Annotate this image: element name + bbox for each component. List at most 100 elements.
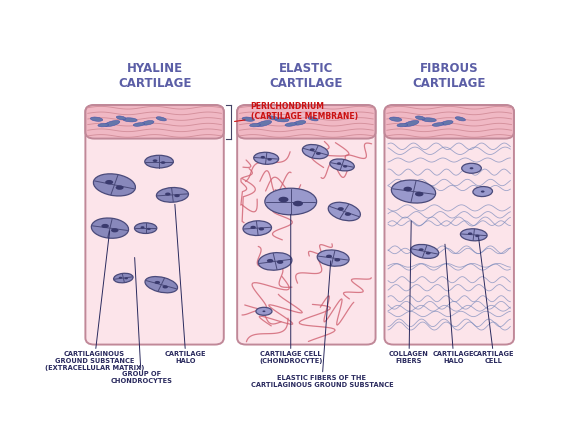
Ellipse shape xyxy=(145,155,173,168)
Ellipse shape xyxy=(258,253,292,270)
Ellipse shape xyxy=(243,221,271,235)
Text: COLLAGEN
FIBERS: COLLAGEN FIBERS xyxy=(389,221,429,364)
Ellipse shape xyxy=(145,276,177,293)
Ellipse shape xyxy=(90,117,103,121)
Ellipse shape xyxy=(475,235,480,237)
Ellipse shape xyxy=(124,277,128,280)
Ellipse shape xyxy=(260,156,265,159)
FancyBboxPatch shape xyxy=(85,105,224,345)
Ellipse shape xyxy=(481,191,484,193)
Ellipse shape xyxy=(161,161,165,164)
Ellipse shape xyxy=(249,124,260,127)
Ellipse shape xyxy=(116,116,126,120)
Ellipse shape xyxy=(462,163,482,173)
Ellipse shape xyxy=(175,194,180,197)
Ellipse shape xyxy=(293,201,303,206)
Ellipse shape xyxy=(403,187,412,191)
Ellipse shape xyxy=(455,117,465,121)
Ellipse shape xyxy=(157,187,188,202)
Ellipse shape xyxy=(310,148,314,151)
Ellipse shape xyxy=(345,213,351,216)
Ellipse shape xyxy=(259,227,264,231)
Ellipse shape xyxy=(338,207,344,211)
Ellipse shape xyxy=(98,124,109,127)
Ellipse shape xyxy=(263,311,266,312)
Ellipse shape xyxy=(268,116,278,120)
Ellipse shape xyxy=(265,188,317,215)
Ellipse shape xyxy=(397,124,408,127)
Ellipse shape xyxy=(135,223,157,233)
Text: CARTILAGE
HALO: CARTILAGE HALO xyxy=(433,244,475,364)
Ellipse shape xyxy=(153,159,157,162)
Text: CARTILAGE CELL
(CHONDROCYTE): CARTILAGE CELL (CHONDROCYTE) xyxy=(259,214,323,364)
Ellipse shape xyxy=(92,218,128,238)
Ellipse shape xyxy=(251,226,256,229)
Ellipse shape xyxy=(142,121,154,125)
Ellipse shape xyxy=(101,224,109,228)
Ellipse shape xyxy=(328,202,361,221)
Text: ELASTIC FIBERS OF THE
CARTILAGINOUS GROUND SUBSTANCE: ELASTIC FIBERS OF THE CARTILAGINOUS GROU… xyxy=(251,261,393,388)
Ellipse shape xyxy=(426,252,431,254)
Ellipse shape xyxy=(105,121,120,127)
Ellipse shape xyxy=(242,117,255,121)
Ellipse shape xyxy=(473,187,492,197)
Ellipse shape xyxy=(330,159,354,171)
Text: HYALINE
CARTILAGE: HYALINE CARTILAGE xyxy=(118,62,191,90)
Ellipse shape xyxy=(411,245,439,258)
Ellipse shape xyxy=(267,259,274,263)
Text: CARTILAGE
HALO: CARTILAGE HALO xyxy=(165,204,207,364)
Ellipse shape xyxy=(419,248,423,251)
Text: FIBROUS
CARTILAGE: FIBROUS CARTILAGE xyxy=(412,62,486,90)
Ellipse shape xyxy=(433,123,444,126)
Text: PERICHONDRIUM
(CARTILAGE MEMBRANE): PERICHONDRIUM (CARTILAGE MEMBRANE) xyxy=(234,102,358,121)
FancyBboxPatch shape xyxy=(237,105,376,345)
Ellipse shape xyxy=(123,118,137,122)
Ellipse shape xyxy=(469,167,473,169)
Text: CARTILAGINOUS
GROUND SUBSTANCE
(EXTRACELLULAR MATRIX): CARTILAGINOUS GROUND SUBSTANCE (EXTRACEL… xyxy=(44,231,144,371)
Ellipse shape xyxy=(316,152,321,155)
Ellipse shape xyxy=(391,180,435,203)
FancyBboxPatch shape xyxy=(384,105,514,345)
Ellipse shape xyxy=(256,121,271,127)
FancyBboxPatch shape xyxy=(237,105,376,139)
Ellipse shape xyxy=(337,162,341,165)
Ellipse shape xyxy=(343,165,347,168)
Ellipse shape xyxy=(256,307,272,315)
Ellipse shape xyxy=(285,123,297,126)
Ellipse shape xyxy=(156,117,166,121)
Ellipse shape xyxy=(253,152,279,164)
Ellipse shape xyxy=(441,121,453,125)
Ellipse shape xyxy=(389,117,402,121)
Ellipse shape xyxy=(113,273,133,283)
Ellipse shape xyxy=(308,117,318,121)
Ellipse shape xyxy=(277,260,283,264)
Ellipse shape xyxy=(162,286,168,289)
Ellipse shape xyxy=(317,250,349,266)
Ellipse shape xyxy=(116,185,124,190)
Text: ELASTIC
CARTILAGE: ELASTIC CARTILAGE xyxy=(270,62,343,90)
Ellipse shape xyxy=(334,258,340,261)
Ellipse shape xyxy=(93,174,135,196)
Ellipse shape xyxy=(133,123,145,126)
Ellipse shape xyxy=(422,118,436,122)
Ellipse shape xyxy=(468,232,472,235)
Ellipse shape xyxy=(415,192,423,197)
Ellipse shape xyxy=(415,116,425,120)
FancyBboxPatch shape xyxy=(85,105,224,139)
Ellipse shape xyxy=(326,254,332,258)
Ellipse shape xyxy=(147,228,151,230)
Ellipse shape xyxy=(302,145,328,159)
Ellipse shape xyxy=(278,197,289,202)
Ellipse shape xyxy=(165,193,170,196)
Ellipse shape xyxy=(294,121,306,125)
FancyBboxPatch shape xyxy=(384,105,514,139)
Ellipse shape xyxy=(154,281,160,284)
Ellipse shape xyxy=(275,118,289,122)
Text: GROUP OF
CHONDROCYTES: GROUP OF CHONDROCYTES xyxy=(110,257,172,384)
Ellipse shape xyxy=(141,226,145,229)
Ellipse shape xyxy=(460,229,487,241)
Ellipse shape xyxy=(105,180,113,184)
Ellipse shape xyxy=(404,121,419,127)
Ellipse shape xyxy=(119,277,122,279)
Text: CARTILAGE
CELL: CARTILAGE CELL xyxy=(473,238,514,364)
